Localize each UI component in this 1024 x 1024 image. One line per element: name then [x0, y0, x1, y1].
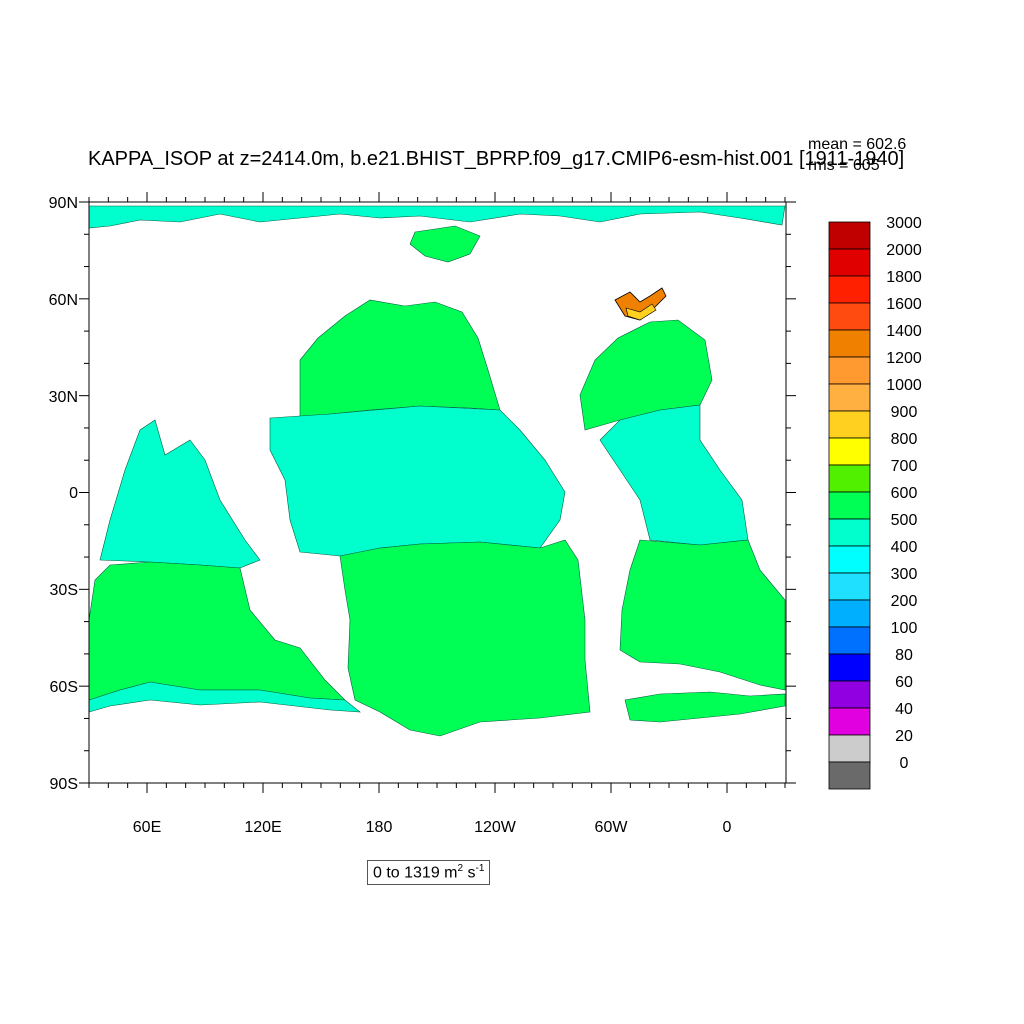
x-tick-label: 120W	[474, 819, 517, 836]
y-tick-label: 60N	[49, 292, 78, 309]
y-tick-label: 90S	[50, 776, 78, 793]
colorbar-label: 500	[891, 512, 918, 529]
colorbar	[828, 221, 871, 790]
y-tick-label: 30S	[50, 582, 78, 599]
colorbar-swatch	[828, 329, 871, 358]
map-title: KAPPA_ISOP at z=2414.0m, b.e21.BHIST_BPR…	[88, 148, 905, 170]
y-tick-label: 60S	[50, 679, 78, 696]
value-range-label: 0 to 1319 m2 s-1	[367, 860, 491, 886]
x-tick-label: 120E	[244, 819, 281, 836]
stat-rms: rms = 605	[808, 157, 880, 174]
x-tick-label: 60E	[133, 819, 161, 836]
colorbar-label: 1000	[886, 377, 922, 394]
south-atlantic	[619, 539, 786, 691]
stat-mean: mean = 602.6	[808, 136, 907, 153]
y-tick-label: 90N	[49, 195, 78, 212]
southern-rim-west	[88, 681, 361, 713]
range-sup-2: -1	[475, 863, 485, 874]
colorbar-label: 1400	[886, 323, 922, 340]
colorbar-swatch	[828, 653, 871, 682]
colorbar-swatch	[828, 302, 871, 331]
colorbar-swatch	[828, 761, 871, 790]
x-tick-label: 180	[366, 819, 393, 836]
colorbar-swatch	[828, 545, 871, 574]
colorbar-swatch	[828, 221, 871, 250]
colorbar-swatch	[828, 383, 871, 412]
colorbar-swatch	[828, 464, 871, 493]
colorbar-swatch	[828, 572, 871, 601]
colorbar-swatch	[828, 248, 871, 277]
colorbar-swatch	[828, 410, 871, 439]
y-tick-label: 30N	[49, 389, 78, 406]
colorbar-labels: 3000200018001600140012001000900800700600…	[886, 215, 922, 772]
colorbar-label: 3000	[886, 215, 922, 232]
colorbar-label: 1600	[886, 296, 922, 313]
colorbar-label: 300	[891, 566, 918, 583]
colorbar-label: 40	[895, 701, 913, 718]
colorbar-label: 2000	[886, 242, 922, 259]
colorbar-swatch	[828, 437, 871, 466]
colorbar-label: 1200	[886, 350, 922, 367]
colorbar-label: 20	[895, 728, 913, 745]
colorbar-label: 1800	[886, 269, 922, 286]
colorbar-label: 200	[891, 593, 918, 610]
arctic-ocean	[88, 205, 786, 229]
colorbar-label: 0	[900, 755, 909, 772]
y-axis-labels: 90N 60N 30N 0 30S 60S 90S	[49, 195, 78, 793]
range-mid: s	[463, 864, 476, 882]
colorbar-swatch	[828, 491, 871, 520]
colorbar-label: 100	[891, 620, 918, 637]
colorbar-label: 900	[891, 404, 918, 421]
colorbar-swatch	[828, 680, 871, 709]
colorbar-label: 600	[891, 485, 918, 502]
x-tick-label: 0	[723, 819, 732, 836]
range-sup-1: 2	[457, 863, 464, 874]
y-tick-label: 0	[69, 485, 78, 502]
colorbar-swatch	[828, 734, 871, 763]
north-atlantic-green	[409, 225, 481, 263]
colorbar-swatch	[828, 626, 871, 655]
colorbar-label: 700	[891, 458, 918, 475]
colorbar-swatch	[828, 356, 871, 385]
colorbar-swatch	[828, 275, 871, 304]
colorbar-label: 800	[891, 431, 918, 448]
colorbar-label: 60	[895, 674, 913, 691]
labrador-sea-inner	[625, 303, 657, 321]
colorbar-swatch	[828, 518, 871, 547]
colorbar-label: 400	[891, 539, 918, 556]
x-tick-label: 60W	[595, 819, 629, 836]
colorbar-swatch	[828, 599, 871, 628]
colorbar-swatch	[828, 707, 871, 736]
tropical-atlantic	[599, 404, 749, 546]
southern-rim-east	[624, 691, 786, 723]
axis-ticks	[79, 192, 796, 793]
colorbar-label: 80	[895, 647, 913, 664]
map-panel	[88, 201, 787, 784]
x-axis-labels: 60E 120E 180 120W 60W 0	[133, 819, 732, 836]
range-text: 0 to 1319 m	[373, 864, 458, 882]
south-pacific	[339, 539, 591, 737]
